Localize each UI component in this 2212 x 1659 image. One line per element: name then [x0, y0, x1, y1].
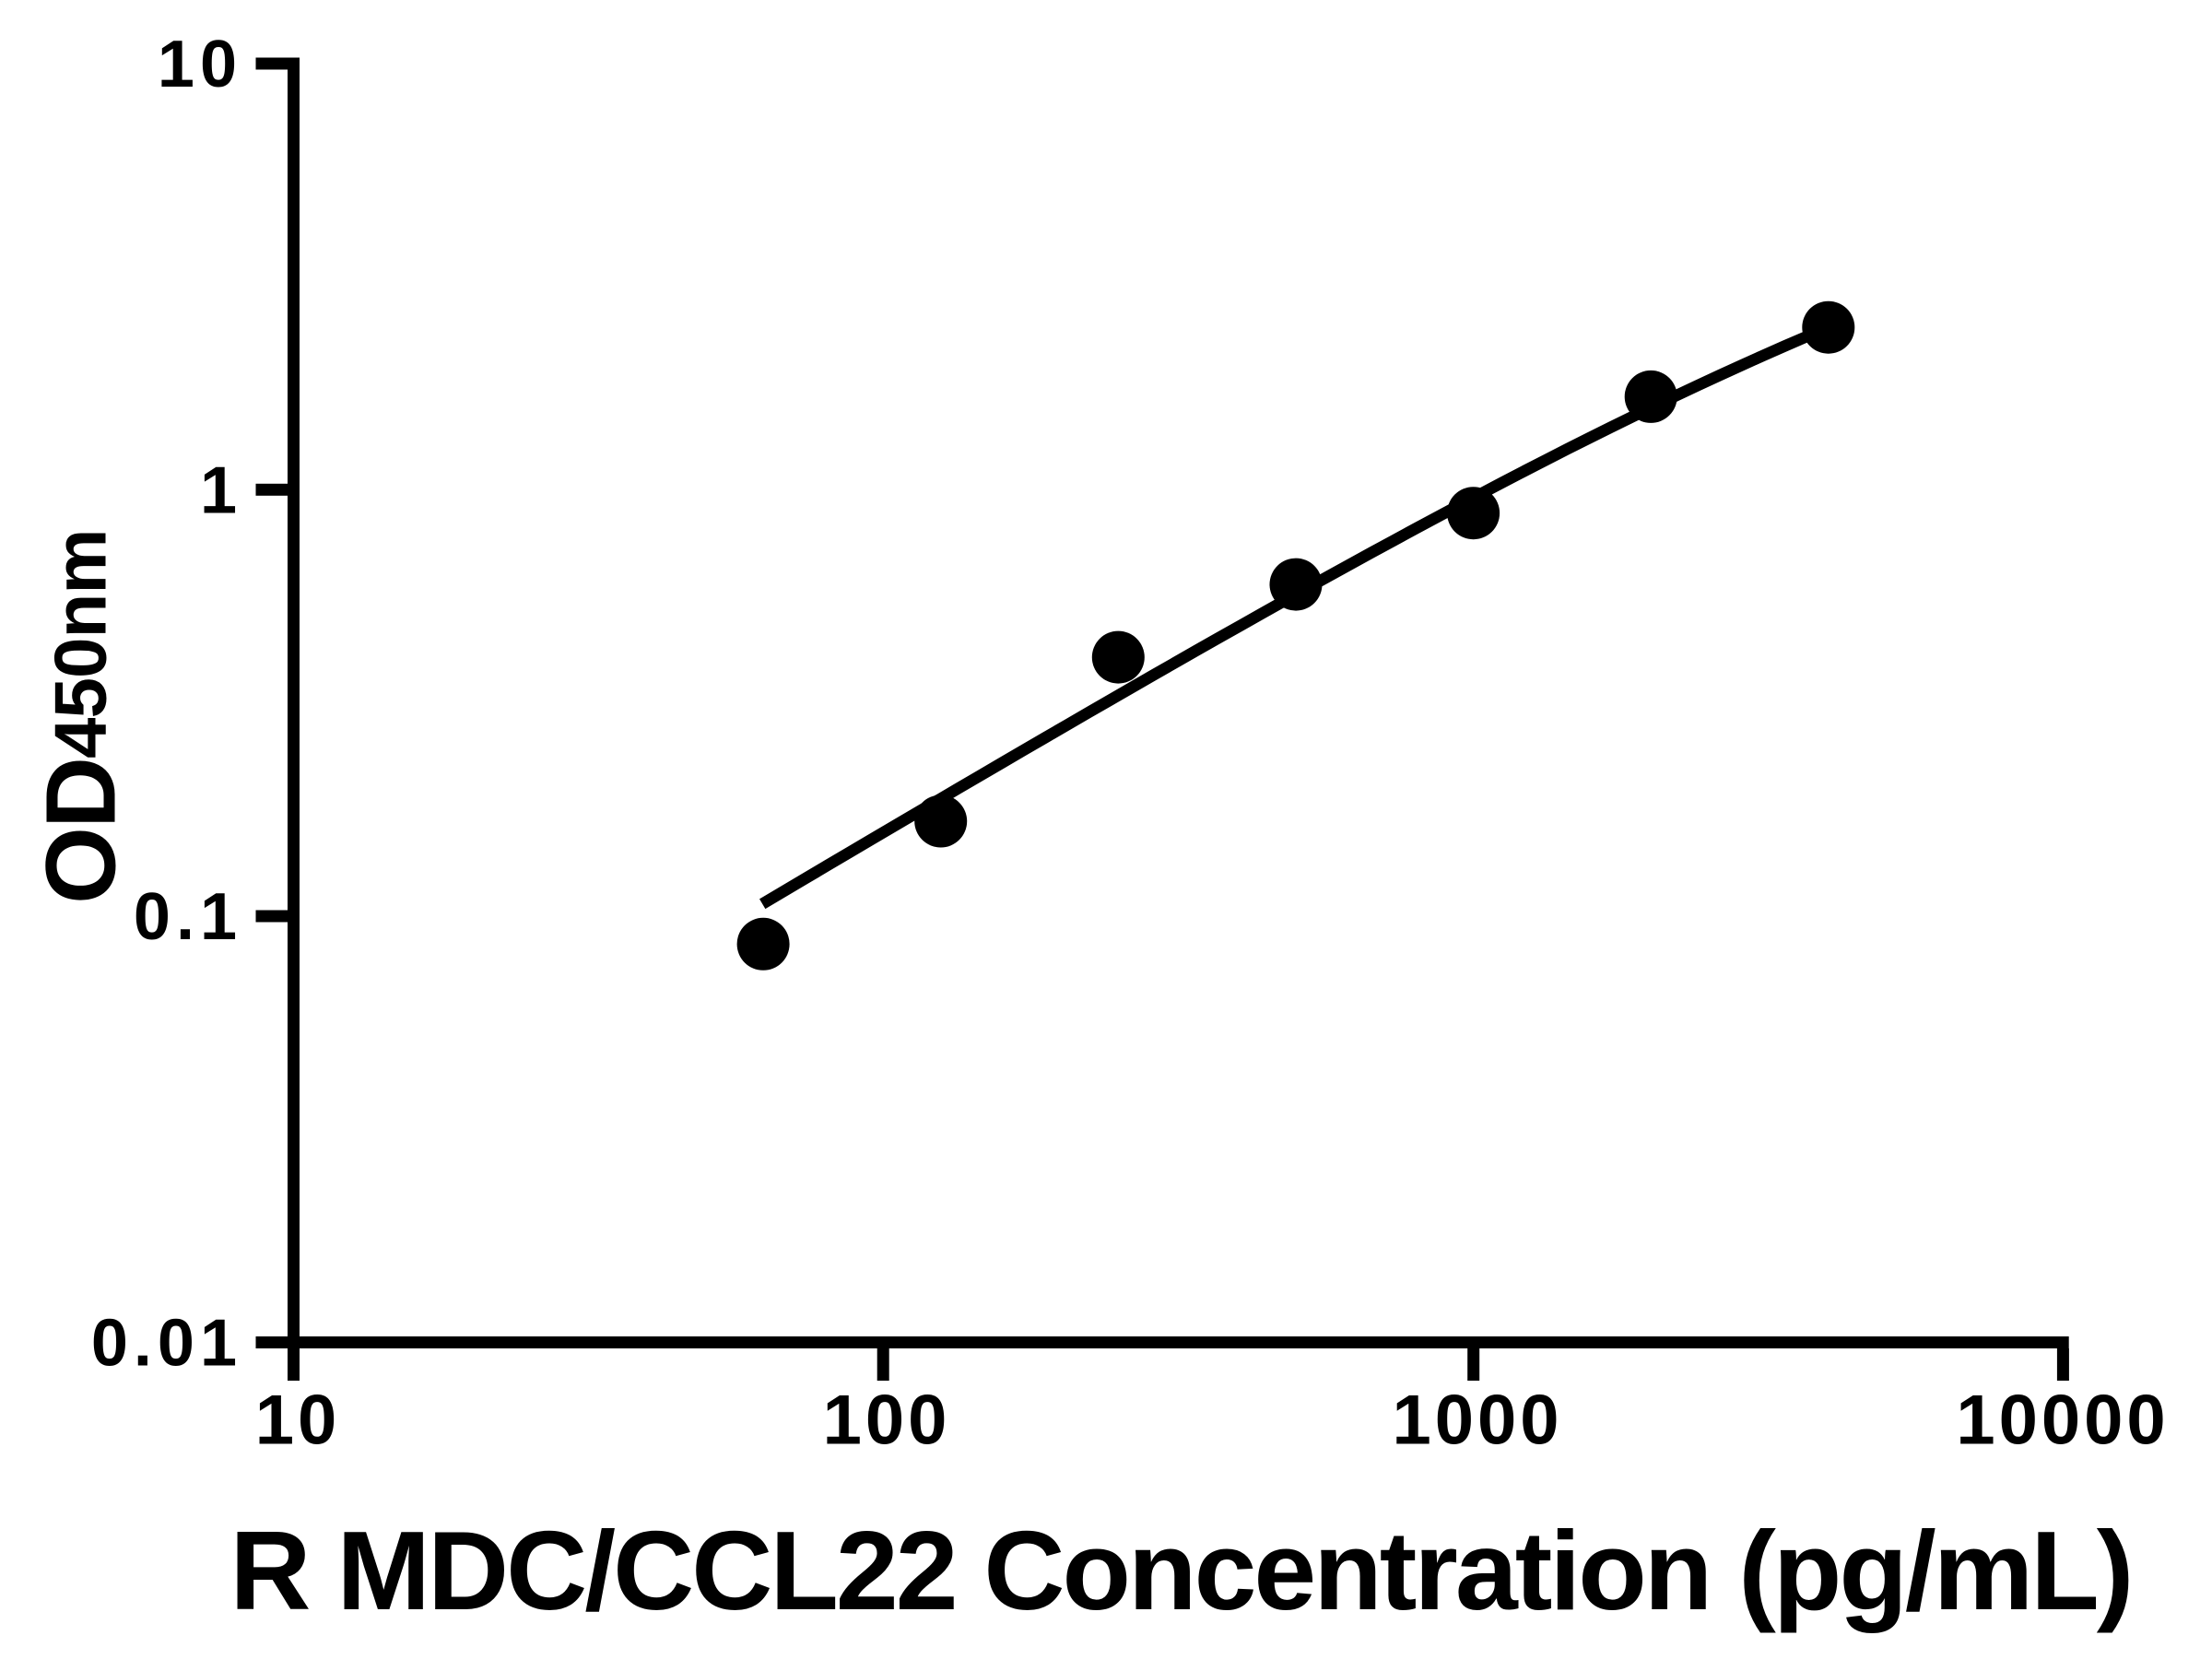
svg-text:10000: 10000: [1956, 1381, 2169, 1459]
svg-text:0.1: 0.1: [134, 880, 242, 954]
svg-text:10: 10: [158, 28, 242, 101]
svg-text:1: 1: [200, 453, 242, 527]
svg-text:10: 10: [255, 1381, 341, 1459]
svg-text:R MDC/CCL22 Concentration (pg/: R MDC/CCL22 Concentration (pg/mL): [229, 1508, 2131, 1633]
svg-text:0.01: 0.01: [91, 1307, 242, 1381]
svg-text:1000: 1000: [1392, 1381, 1562, 1459]
svg-text:OD450nm: OD450nm: [25, 530, 136, 904]
svg-text:100: 100: [823, 1381, 951, 1459]
